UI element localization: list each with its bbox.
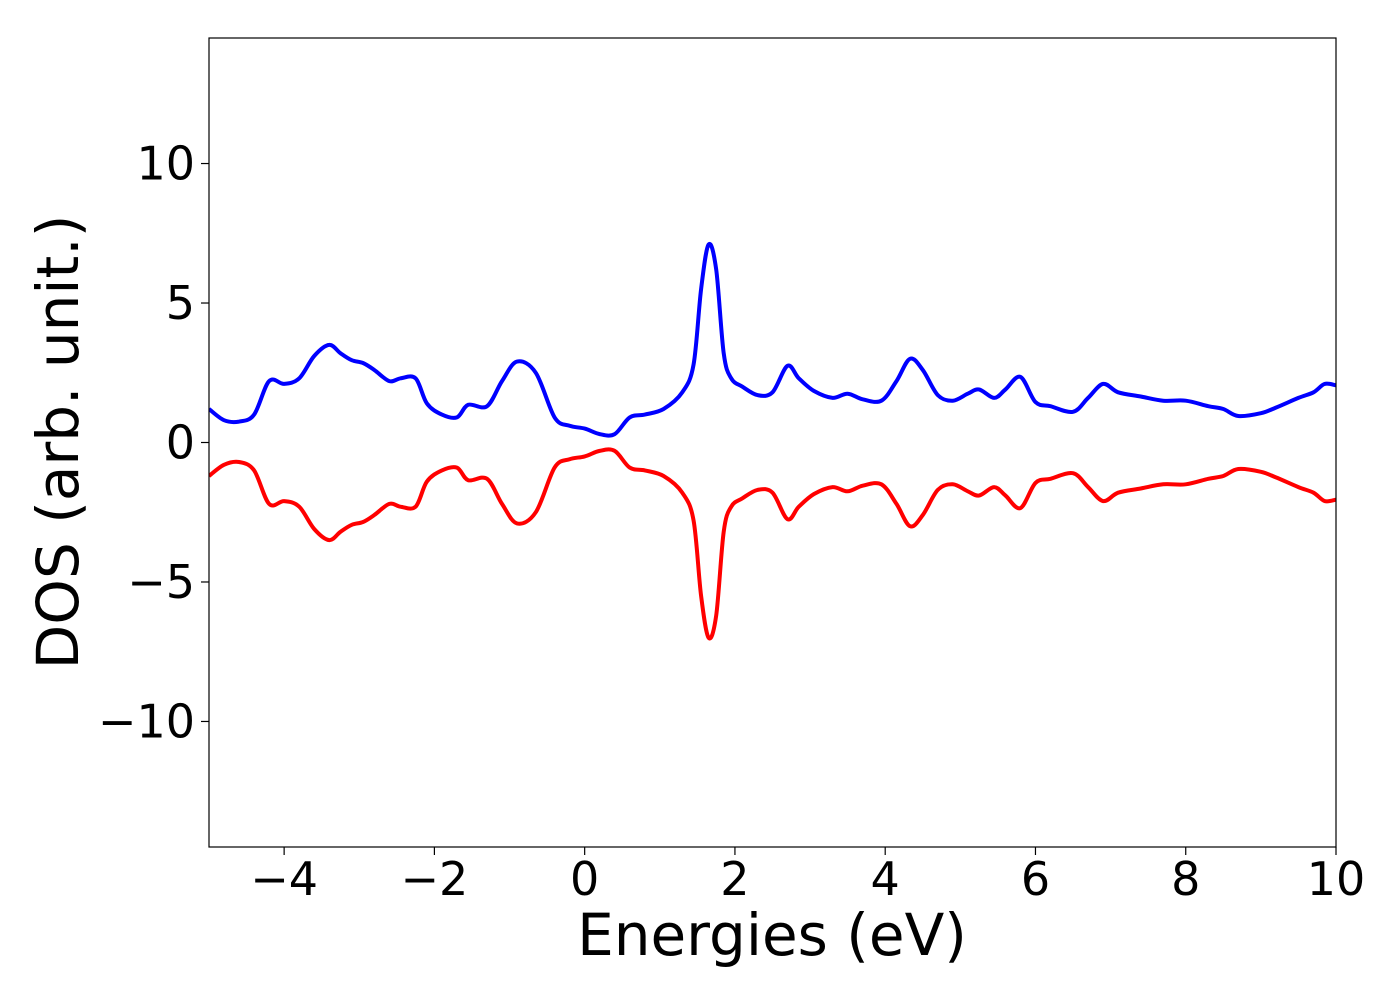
x-tick-label: 2 [720,852,749,906]
x-tick-label: 4 [871,852,900,906]
x-tick-label: 8 [1171,852,1200,906]
plot-frame [208,37,1337,848]
x-tick-label: 6 [1021,852,1050,906]
series-line-1 [209,241,1336,438]
y-tick-label: −5 [127,555,195,609]
y-tick-label: 10 [136,137,195,191]
x-axis: −4 −2 0 2 4 6 8 10 [250,847,1365,906]
y-tick-label: −10 [98,694,195,748]
y-axis: −10 −5 0 5 10 [98,137,209,748]
x-tick-label: 10 [1307,852,1366,906]
x-tick-label: −4 [250,852,318,906]
y-tick-label: 5 [166,276,195,330]
plot-area [209,241,1336,641]
x-tick-label: −2 [400,852,468,906]
x-tick-label: 0 [570,852,599,906]
x-axis-label: Energies (eV) [577,901,967,969]
y-tick-label: 0 [166,416,195,470]
series-line-2 [209,447,1336,641]
y-axis-label: DOS (arb. unit.) [24,215,92,670]
